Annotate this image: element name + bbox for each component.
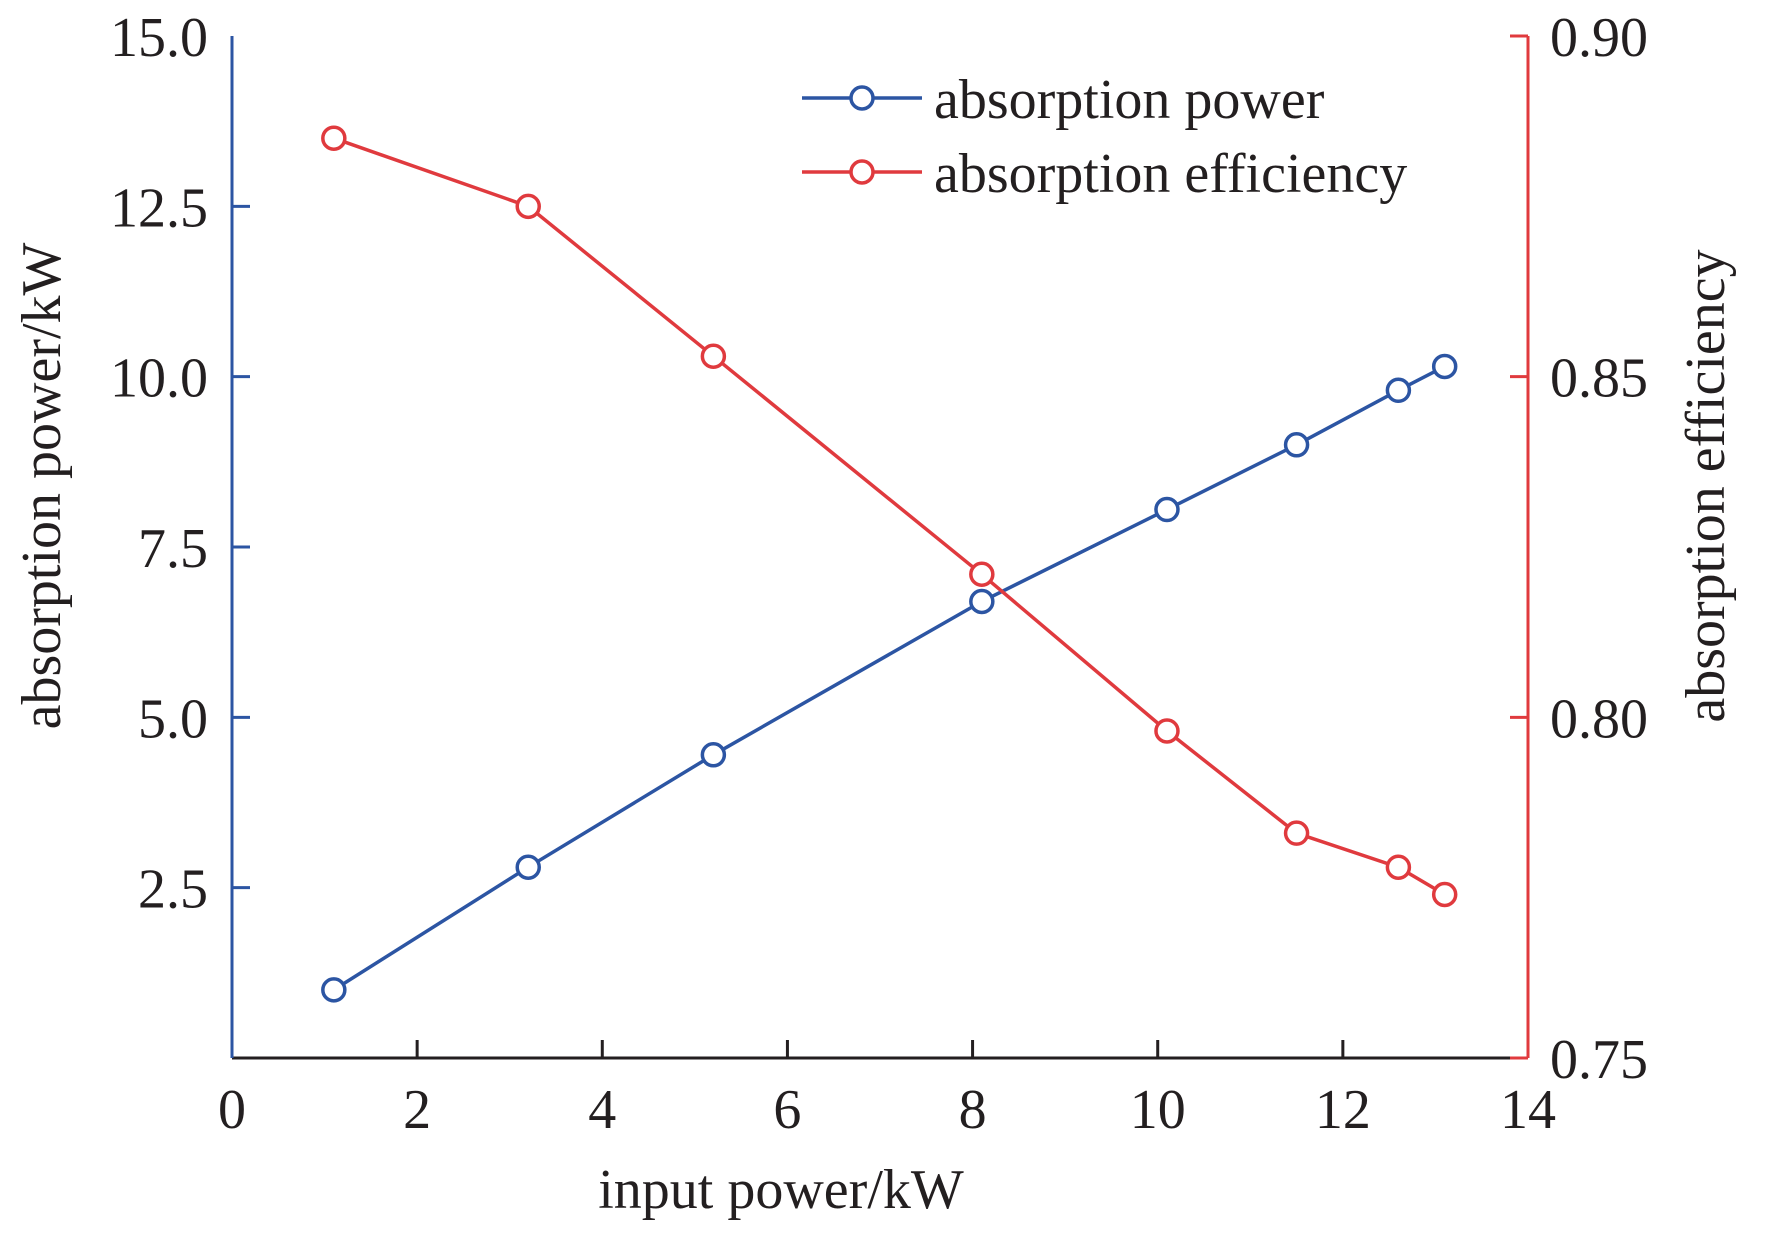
y-left-tick-label-12.5: 12.5 (110, 177, 208, 239)
data-point-efficiency-4 (1154, 718, 1180, 744)
data-point-power-5 (1283, 432, 1310, 458)
data-point-efficiency-2 (700, 343, 727, 369)
data-point-efficiency-6 (1385, 854, 1412, 880)
data-point-power-7 (1431, 353, 1458, 380)
series-line-power (332, 364, 1446, 992)
y-right-tick-label-0.85: 0.85 (1550, 348, 1648, 410)
y-left-tick-label-15.0: 15.0 (110, 7, 208, 69)
y-left-tick-label-10.0: 10.0 (110, 348, 208, 410)
data-point-efficiency-0 (321, 125, 347, 151)
data-point-power-1 (515, 854, 541, 880)
data-point-efficiency-7 (1431, 881, 1458, 908)
x-tick-label-6: 6 (773, 1079, 801, 1141)
x-tick-label-10: 10 (1130, 1079, 1186, 1141)
data-point-power-6 (1385, 377, 1412, 404)
data-point-power-2 (700, 742, 727, 768)
y-right-tick-label-0.80: 0.80 (1550, 688, 1648, 750)
legend-marker-efficiency (849, 159, 875, 185)
data-point-efficiency-1 (515, 193, 541, 220)
data-point-power-0 (321, 977, 347, 1003)
x-axis-title: input power/kW (598, 1159, 964, 1221)
series-line-efficiency (333, 136, 1446, 897)
data-point-efficiency-5 (1283, 820, 1310, 846)
y-left-tick-label-5.0: 5.0 (138, 688, 208, 750)
data-point-efficiency-3 (969, 561, 995, 588)
data-point-power-4 (1154, 496, 1180, 523)
x-tick-label-2: 2 (403, 1079, 431, 1141)
x-tick-label-8: 8 (959, 1079, 987, 1141)
data-point-power-3 (969, 588, 995, 615)
legend-label-power: absorption power (934, 69, 1325, 131)
x-tick-label-4: 4 (588, 1079, 616, 1141)
x-tick-label-0: 0 (218, 1079, 246, 1141)
y-left-tick-label-2.5: 2.5 (138, 859, 208, 921)
legend-marker-power (849, 85, 875, 111)
y-right-tick-label-0.90: 0.90 (1550, 7, 1648, 69)
y-right-axis-title: absorption efficiency (1675, 249, 1737, 722)
y-left-axis-title: absorption power/kW (11, 242, 73, 729)
x-tick-label-12: 12 (1315, 1079, 1371, 1141)
legend-label-efficiency: absorption efficiency (934, 143, 1407, 205)
y-right-tick-label-0.75: 0.75 (1550, 1029, 1648, 1091)
x-tick-label-14: 14 (1500, 1079, 1556, 1141)
y-left-tick-label-7.5: 7.5 (138, 518, 208, 580)
